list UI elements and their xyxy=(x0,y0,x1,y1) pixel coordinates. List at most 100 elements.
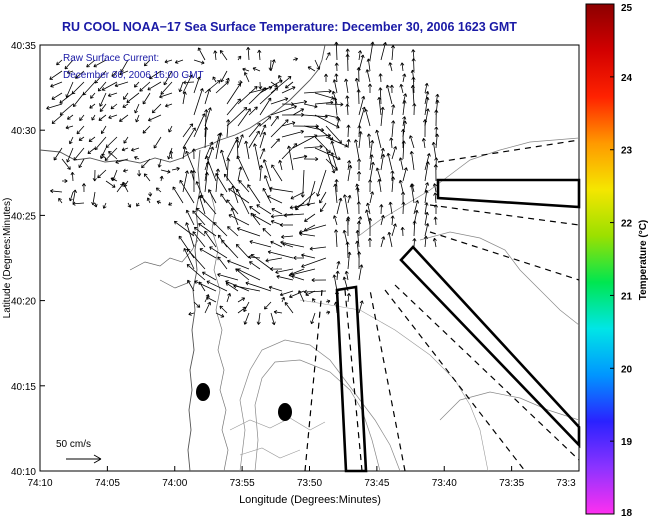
current-vector xyxy=(385,84,393,105)
current-vector xyxy=(249,240,272,248)
current-vector xyxy=(259,124,267,138)
current-vector xyxy=(270,213,294,219)
current-vector xyxy=(204,126,209,149)
current-vector xyxy=(267,250,294,259)
current-vector xyxy=(345,241,350,259)
current-vector xyxy=(72,201,85,206)
current-vector xyxy=(248,255,261,260)
current-vector xyxy=(402,73,407,83)
current-vector xyxy=(256,204,272,215)
current-vector xyxy=(344,270,349,281)
current-vector xyxy=(389,84,394,94)
current-vector xyxy=(59,92,74,104)
current-vector xyxy=(56,59,63,66)
plot-frame xyxy=(39,44,580,472)
current-vector xyxy=(183,80,195,85)
current-vector xyxy=(409,135,415,149)
current-vector xyxy=(270,267,283,272)
current-vector xyxy=(246,46,251,61)
current-vector xyxy=(284,302,294,314)
current-vector xyxy=(292,154,308,160)
current-vector xyxy=(291,274,305,281)
current-vector xyxy=(325,158,338,171)
current-vector xyxy=(380,236,386,248)
current-vector xyxy=(193,301,201,308)
current-vector xyxy=(221,239,239,259)
current-vector xyxy=(86,59,96,68)
x-tick-label: 74:10 xyxy=(27,478,52,489)
current-vector xyxy=(197,47,206,61)
current-vector xyxy=(50,189,63,194)
mooring-marker xyxy=(278,403,292,421)
current-vector xyxy=(377,96,382,116)
coastline xyxy=(39,44,326,164)
current-vector xyxy=(90,92,96,99)
current-vector xyxy=(346,124,351,138)
current-vector xyxy=(168,202,173,206)
isobath-2 xyxy=(254,359,381,472)
current-vector xyxy=(78,136,85,141)
colorbar-tick-label: 19 xyxy=(621,437,633,448)
current-vector xyxy=(223,173,239,193)
current-vector xyxy=(193,113,206,138)
isobath-6 xyxy=(299,299,489,472)
current-vector xyxy=(357,125,362,138)
current-vector xyxy=(250,212,261,226)
current-vector xyxy=(204,172,209,193)
current-vector xyxy=(253,143,261,171)
current-vector xyxy=(65,125,74,130)
current-vector xyxy=(134,103,140,114)
current-vector xyxy=(159,92,173,99)
current-vector xyxy=(292,57,299,62)
current-vector xyxy=(185,150,195,171)
current-vector xyxy=(270,97,289,105)
current-vector xyxy=(226,119,231,138)
current-vector xyxy=(61,158,71,170)
current-vector xyxy=(334,62,339,72)
current-vector xyxy=(235,243,250,259)
current-vector xyxy=(245,281,272,292)
current-vector xyxy=(68,191,74,202)
current-vector xyxy=(303,114,328,119)
current-vector xyxy=(219,50,228,61)
x-tick-label: 73:40 xyxy=(432,478,457,489)
current-vector xyxy=(252,214,272,226)
current-vector xyxy=(257,49,262,61)
current-vector xyxy=(237,134,244,149)
current-vector xyxy=(72,92,85,107)
current-vector xyxy=(93,202,98,208)
current-vector xyxy=(270,219,283,226)
current-vector xyxy=(412,238,417,248)
isobath-7 xyxy=(229,417,326,459)
current-vector xyxy=(237,306,247,314)
current-vector xyxy=(68,136,74,145)
current-vector xyxy=(119,70,129,76)
current-vector xyxy=(411,58,416,72)
current-vector xyxy=(194,280,217,292)
current-vector xyxy=(388,62,393,72)
plot-area xyxy=(39,41,581,473)
current-vector xyxy=(301,257,327,268)
current-vector xyxy=(281,121,296,127)
current-vector xyxy=(424,96,430,116)
current-vector xyxy=(248,87,267,105)
current-vector xyxy=(111,70,118,77)
current-vector xyxy=(192,210,206,226)
current-vector xyxy=(347,164,353,182)
current-vector xyxy=(237,268,261,281)
current-vector xyxy=(78,158,85,169)
current-vector xyxy=(424,91,430,105)
current-vector xyxy=(390,45,396,61)
current-vector xyxy=(225,77,230,83)
current-vector xyxy=(237,108,251,127)
current-vector xyxy=(424,223,430,237)
current-vector xyxy=(310,312,316,325)
current-vector xyxy=(193,88,204,116)
current-vector xyxy=(333,215,338,226)
current-vector xyxy=(51,114,63,124)
current-vector xyxy=(367,83,373,93)
current-vector xyxy=(212,76,217,83)
current-vector xyxy=(283,213,305,218)
current-vector xyxy=(262,187,272,204)
